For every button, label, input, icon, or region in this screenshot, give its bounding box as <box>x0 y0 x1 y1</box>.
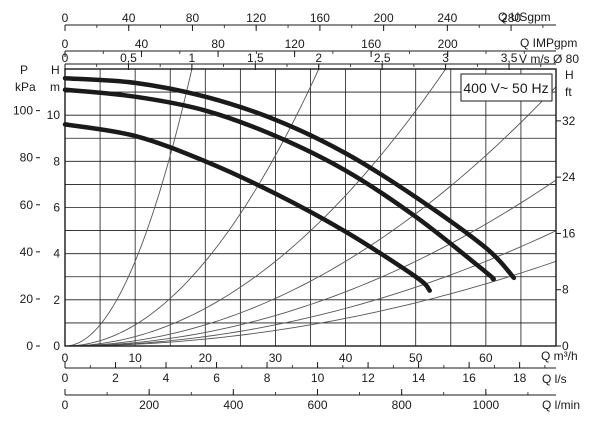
velocity-tick-label: 0 <box>62 51 69 65</box>
lmin-tick-label: 0 <box>62 398 69 412</box>
ls-tick-label: 10 <box>311 371 325 385</box>
grid <box>64 68 557 347</box>
velocity-curve <box>64 179 557 347</box>
x-tick-label: 20 <box>199 351 213 365</box>
pressure-tick-label: 80 <box>20 151 34 165</box>
ls-tick-label: 18 <box>513 371 527 385</box>
x-tick-label: 10 <box>128 351 142 365</box>
impgpm-tick-label: 120 <box>285 37 305 51</box>
x-tick-label: 50 <box>409 351 423 365</box>
bottom-lmin-label: Q l/min <box>542 398 580 412</box>
pressure-axis-label-line1: P <box>20 63 28 77</box>
feet-axis-label-line1: H <box>565 68 574 82</box>
feet-tick-label: 16 <box>562 226 576 240</box>
ls-tick-label: 6 <box>213 371 220 385</box>
impgpm-tick-label: 80 <box>211 37 225 51</box>
velocity-tick-label: 1 <box>189 51 196 65</box>
pressure-tick-label: 20 <box>20 292 34 306</box>
usgpm-tick-label: 200 <box>374 11 394 25</box>
ls-tick-label: 4 <box>163 371 170 385</box>
velocity-tick-label: 3 <box>442 51 449 65</box>
ls-tick-label: 0 <box>62 371 69 385</box>
head-tick-label: 6 <box>53 201 60 215</box>
ls-tick-label: 2 <box>112 371 119 385</box>
supply-badge-frame <box>460 73 553 102</box>
lmin-tick-label: 200 <box>139 398 159 412</box>
head-axis-label-line2: m <box>50 80 60 94</box>
head-tick-label: 8 <box>53 154 60 168</box>
pump-curve <box>62 75 517 281</box>
ls-tick-label: 14 <box>412 371 426 385</box>
pump-curve <box>62 122 432 293</box>
velocity-curve <box>64 68 193 347</box>
ls-tick-label: 12 <box>361 371 375 385</box>
lmin-tick-label: 600 <box>307 398 327 412</box>
velocity-curve <box>64 230 557 347</box>
impgpm-tick-label: 200 <box>438 37 458 51</box>
plot-border <box>64 68 557 347</box>
series-layer <box>62 75 517 293</box>
lmin-tick-label: 1000 <box>472 398 499 412</box>
pump-curve <box>62 87 496 282</box>
axes-layer: 0 10 20 30 40 50 60024681002040608010008162432… <box>13 11 576 412</box>
usgpm-tick-label: 0 <box>62 11 69 25</box>
lmin-tick-label: 800 <box>392 398 412 412</box>
pressure-tick-label: 100 <box>13 104 33 118</box>
x-tick-label: 30 <box>269 351 283 365</box>
usgpm-tick-label: 80 <box>186 11 200 25</box>
bottom-ls-label: Q l/s <box>542 372 567 386</box>
x-tick-label: 60 <box>479 351 493 365</box>
feet-tick-label: 32 <box>562 114 576 128</box>
top-usgpm-label: Q USgpm <box>498 10 551 24</box>
velocity-tick-label: 2 <box>315 51 322 65</box>
velocity-curve <box>64 260 557 347</box>
usgpm-tick-label: 120 <box>246 11 266 25</box>
head-axis-label-line1: H <box>51 63 60 77</box>
ls-tick-label: 8 <box>264 371 271 385</box>
velocity-tick-label: 2,5 <box>374 51 391 65</box>
usgpm-tick-label: 160 <box>310 11 330 25</box>
velocity-curve <box>64 68 446 347</box>
pressure-axis-label-line2: kPa <box>15 80 36 94</box>
head-tick-label: 10 <box>47 108 61 122</box>
head-tick-label: 0 <box>53 339 60 353</box>
impgpm-tick-label: 40 <box>135 37 149 51</box>
velocity-curve <box>64 86 557 347</box>
top-impgpm-label: Q IMPgpm <box>520 36 577 50</box>
head-tick-label: 2 <box>53 293 60 307</box>
pressure-tick-label: 40 <box>20 245 34 259</box>
supply-badge: 400 V~ 50 Hz <box>463 80 548 96</box>
pressure-tick-label: 0 <box>26 339 33 353</box>
usgpm-tick-label: 240 <box>437 11 457 25</box>
feet-tick-label: 8 <box>562 283 569 297</box>
velocity-tick-label: 1,5 <box>247 51 264 65</box>
feet-tick-label: 0 <box>562 339 569 353</box>
velocity-tick-label: 0,5 <box>120 51 137 65</box>
top-velocity-label: V m/s Ø 80 <box>519 52 579 66</box>
usgpm-tick-label: 280 <box>501 11 521 25</box>
lmin-tick-label: 400 <box>223 398 243 412</box>
ls-tick-label: 16 <box>462 371 476 385</box>
usgpm-tick-label: 40 <box>122 11 136 25</box>
velocity-curve <box>64 68 320 347</box>
feet-tick-label: 24 <box>562 170 576 184</box>
feet-axis-label-line2: ft <box>565 85 572 99</box>
head-tick-label: 4 <box>53 247 60 261</box>
x-tick-label: 0 <box>62 351 69 365</box>
impgpm-tick-label: 0 <box>62 37 69 51</box>
impgpm-tick-label: 160 <box>361 37 381 51</box>
velocity-curves <box>64 68 557 347</box>
velocity-tick-label: 3,5 <box>501 51 518 65</box>
pressure-tick-label: 60 <box>20 198 34 212</box>
x-tick-label: 40 <box>339 351 353 365</box>
bottom-m3h-label: Q m³/h <box>541 349 578 363</box>
